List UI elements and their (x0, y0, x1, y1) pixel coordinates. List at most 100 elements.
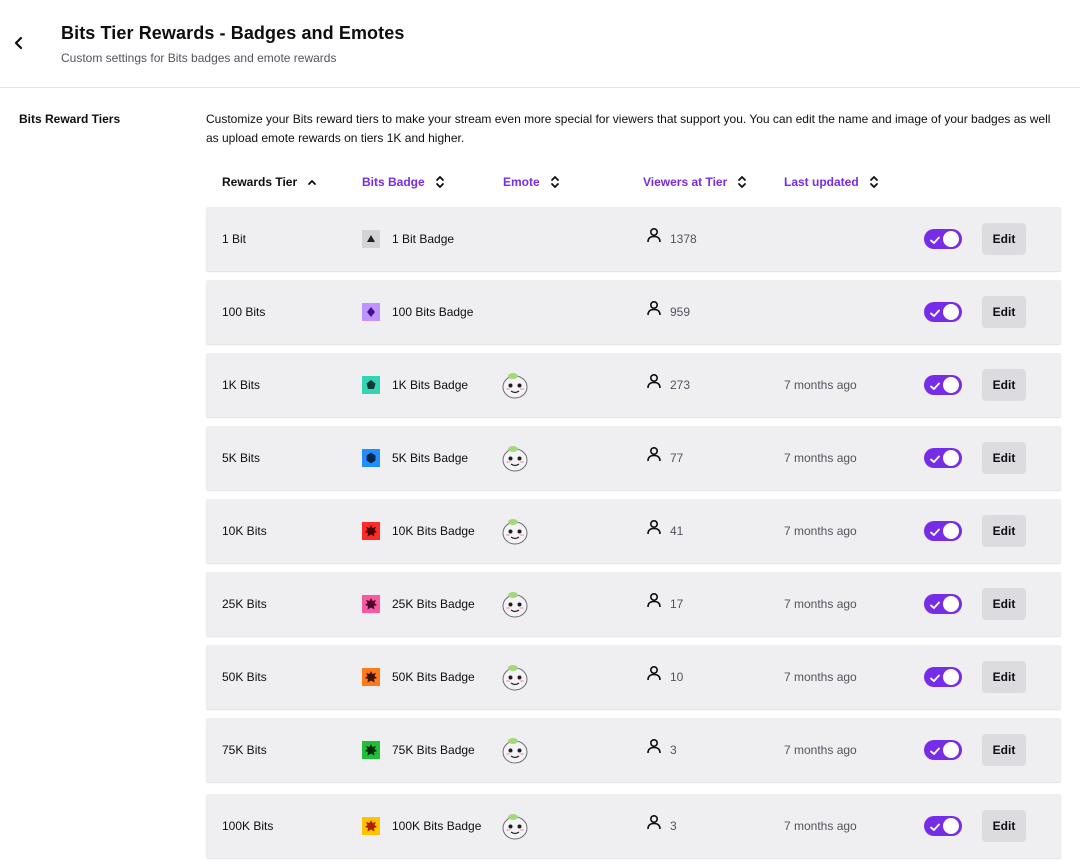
table-row: 50K Bits 50K Bits Badge 10 7 months ago Edit (206, 645, 1061, 709)
viewers-value: 273 (670, 378, 691, 392)
viewers-value: 41 (670, 524, 684, 538)
column-header-label: Emote (503, 175, 540, 189)
toggle-knob (943, 377, 959, 393)
back-button[interactable] (10, 32, 28, 54)
tier-enabled-toggle[interactable] (924, 816, 962, 836)
table-row: 10K Bits 10K Bits Badge 41 7 months ago Edit (206, 499, 1061, 563)
last-updated: 7 months ago (784, 524, 857, 538)
column-header-viewers[interactable]: Viewers at Tier (643, 175, 747, 189)
toggle-knob (943, 523, 959, 539)
viewers-value: 959 (670, 305, 691, 319)
tier-enabled-toggle[interactable] (924, 594, 962, 614)
tier-name: 100 Bits (222, 305, 266, 319)
bits-badge-icon (362, 449, 380, 467)
last-updated: 7 months ago (784, 743, 857, 757)
bits-badge: 5K Bits Badge (362, 426, 468, 490)
section-description: Customize your Bits reward tiers to make… (206, 112, 1051, 145)
tier-name: 5K Bits (222, 451, 261, 465)
edit-button[interactable]: Edit (982, 734, 1026, 766)
table-row: 100 Bits 100 Bits Badge 959 Edit (206, 280, 1061, 344)
bits-badge: 25K Bits Badge (362, 572, 475, 636)
user-icon (646, 227, 662, 246)
viewers-count: 959 (646, 280, 690, 344)
page-subtitle: Custom settings for Bits badges and emot… (61, 51, 337, 65)
bits-badge-icon (362, 741, 380, 759)
sort-icon (435, 175, 445, 189)
viewers-count: 3 (646, 718, 677, 782)
toggle-knob (943, 304, 959, 320)
viewers-value: 1378 (670, 232, 697, 246)
emote-image (499, 734, 531, 766)
tier-enabled-toggle[interactable] (924, 302, 962, 322)
page-title: Bits Tier Rewards - Badges and Emotes (61, 23, 405, 43)
viewers-count: 77 (646, 426, 683, 490)
sort-icon (869, 175, 879, 189)
edit-button[interactable]: Edit (982, 369, 1026, 401)
column-header-label: Viewers at Tier (643, 175, 728, 189)
user-icon (646, 300, 662, 319)
bits-badge-icon (362, 303, 380, 321)
viewers-value: 10 (670, 670, 684, 684)
table-row: 1 Bit 1 Bit Badge 1378 Edit (206, 207, 1061, 271)
checkmark-icon (929, 379, 941, 397)
edit-button[interactable]: Edit (982, 442, 1026, 474)
tier-enabled-toggle[interactable] (924, 521, 962, 541)
badge-name: 1K Bits Badge (392, 377, 469, 392)
tier-name: 1K Bits (222, 378, 261, 392)
chevron-left-icon (10, 32, 28, 54)
user-icon (646, 519, 662, 538)
edit-button[interactable]: Edit (982, 661, 1026, 693)
toggle-knob (943, 596, 959, 612)
edit-button[interactable]: Edit (982, 588, 1026, 620)
sort-ascending-icon (307, 178, 317, 186)
table-row: 100K Bits 100K Bits Badge 3 7 months ago Edi… (206, 794, 1061, 858)
user-icon (646, 814, 662, 833)
column-header-label: Last updated (784, 175, 859, 189)
tier-enabled-toggle[interactable] (924, 740, 962, 760)
edit-button[interactable]: Edit (982, 810, 1026, 842)
viewers-value: 17 (670, 597, 684, 611)
checkmark-icon (929, 452, 941, 470)
edit-button[interactable]: Edit (982, 296, 1026, 328)
page-header: Bits Tier Rewards - Badges and Emotes Cu… (0, 0, 1080, 88)
table-row: 25K Bits 25K Bits Badge 17 7 months ago Edit (206, 572, 1061, 636)
bits-badge-icon (362, 668, 380, 686)
last-updated: 7 months ago (784, 597, 857, 611)
toggle-knob (943, 450, 959, 466)
user-icon (646, 446, 662, 465)
badge-name: 50K Bits Badge (392, 669, 475, 684)
viewers-value: 3 (670, 819, 677, 833)
toggle-knob (943, 818, 959, 834)
last-updated: 7 months ago (784, 451, 857, 465)
badge-name: 100K Bits Badge (392, 818, 482, 833)
tier-enabled-toggle[interactable] (924, 229, 962, 249)
sort-icon (550, 175, 560, 189)
checkmark-icon (929, 525, 941, 543)
viewers-count: 17 (646, 572, 683, 636)
column-header-label: Bits Badge (362, 175, 425, 189)
badge-name: 10K Bits Badge (392, 523, 475, 538)
badge-name: 1 Bit Badge (392, 231, 455, 246)
toggle-knob (943, 231, 959, 247)
tier-name: 50K Bits (222, 670, 267, 684)
bits-badge-icon (362, 817, 380, 835)
emote-image (499, 588, 531, 620)
column-header-bits-badge[interactable]: Bits Badge (362, 175, 445, 189)
column-header-last-updated[interactable]: Last updated (784, 175, 879, 189)
badge-name: 75K Bits Badge (392, 742, 475, 757)
emote-image (499, 515, 531, 547)
tier-enabled-toggle[interactable] (924, 448, 962, 468)
viewers-value: 77 (670, 451, 684, 465)
tier-enabled-toggle[interactable] (924, 667, 962, 687)
badge-name: 5K Bits Badge (392, 450, 469, 465)
tier-enabled-toggle[interactable] (924, 375, 962, 395)
last-updated: 7 months ago (784, 670, 857, 684)
bits-badge-icon (362, 230, 380, 248)
column-header-rewards-tier[interactable]: Rewards Tier (222, 175, 317, 189)
checkmark-icon (929, 820, 941, 838)
table-row: 1K Bits 1K Bits Badge 273 7 months ago Edit (206, 353, 1061, 417)
edit-button[interactable]: Edit (982, 223, 1026, 255)
column-header-emote[interactable]: Emote (503, 175, 560, 189)
table-row: 75K Bits 75K Bits Badge 3 7 months ago Edit (206, 718, 1061, 782)
edit-button[interactable]: Edit (982, 515, 1026, 547)
